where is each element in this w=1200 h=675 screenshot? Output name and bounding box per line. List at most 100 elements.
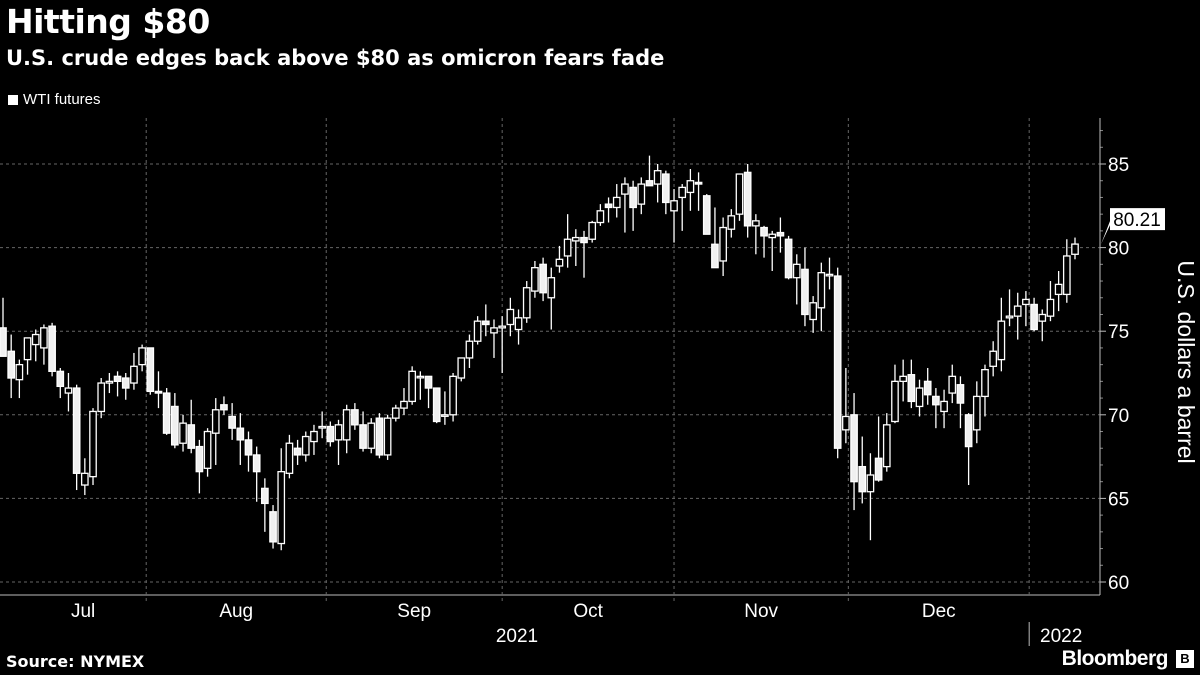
candle xyxy=(531,260,539,298)
candle-body-up xyxy=(498,325,507,329)
candle xyxy=(465,334,474,368)
candle xyxy=(121,373,130,400)
candle-body-down xyxy=(170,405,179,446)
candle-body-down xyxy=(121,377,130,389)
candle-body-down xyxy=(252,454,261,473)
candle xyxy=(621,177,629,233)
candle-body-up xyxy=(1022,298,1030,306)
candle-body-up xyxy=(670,200,678,212)
candle-body-down xyxy=(48,325,56,372)
candle xyxy=(301,431,310,462)
candle xyxy=(653,164,662,203)
candle xyxy=(170,393,179,449)
candle xyxy=(711,207,719,269)
y-tick-label: 80 xyxy=(1108,239,1129,260)
last-value-label: 80.21 xyxy=(1113,210,1161,231)
candle-body-up xyxy=(105,380,114,384)
candle-body-up xyxy=(522,287,531,319)
candle xyxy=(940,389,948,429)
candle-body-up xyxy=(612,196,621,209)
candle xyxy=(1062,239,1071,303)
candle-body-down xyxy=(702,195,711,235)
candle xyxy=(179,414,187,452)
source-note: Source: NYMEX xyxy=(6,652,145,671)
legend-swatch xyxy=(8,94,18,105)
candle xyxy=(727,209,736,238)
y-tick-label: 65 xyxy=(1108,489,1129,510)
candle-body-up xyxy=(15,363,24,381)
candle-body-down xyxy=(72,387,81,474)
candle xyxy=(899,359,908,402)
candle xyxy=(522,281,531,323)
candle xyxy=(604,197,613,223)
candle xyxy=(138,344,146,372)
candle xyxy=(719,217,727,277)
candle xyxy=(792,254,801,305)
candle xyxy=(1005,289,1014,327)
candle xyxy=(948,364,957,404)
candle xyxy=(858,436,867,504)
candle-body-up xyxy=(817,272,826,309)
candle-body-up xyxy=(948,375,957,394)
candle xyxy=(408,366,417,405)
candle-body-up xyxy=(1005,315,1014,319)
candle-body-up xyxy=(40,327,48,349)
candle-body-down xyxy=(261,487,269,505)
candle xyxy=(678,184,687,231)
candle xyxy=(514,309,523,345)
candle-body-up xyxy=(285,442,294,474)
candle-body-down xyxy=(187,424,196,449)
candle-body-up xyxy=(318,425,326,429)
candle-body-up xyxy=(842,415,850,431)
candle-body-up xyxy=(342,409,351,441)
candle xyxy=(809,296,817,333)
candle xyxy=(375,413,384,459)
candle-body-up xyxy=(441,414,449,417)
candle xyxy=(825,257,834,290)
candle xyxy=(220,396,228,415)
candle-body-up xyxy=(981,369,989,398)
candle xyxy=(1054,271,1063,312)
candle xyxy=(285,434,294,479)
candle xyxy=(7,334,16,399)
candle-body-up xyxy=(972,395,981,431)
candle xyxy=(351,403,359,430)
y-tick-label: 70 xyxy=(1108,406,1129,427)
candle xyxy=(596,204,605,226)
candle-body-down xyxy=(195,445,204,473)
candle xyxy=(293,439,302,465)
candle-body-up xyxy=(752,220,760,227)
candle xyxy=(842,367,850,444)
year-label: 2021 xyxy=(496,626,538,647)
legend: WTI futures xyxy=(8,91,101,108)
candle-body-down xyxy=(776,231,785,237)
candle xyxy=(997,297,1006,372)
candle-body-up xyxy=(310,430,318,443)
candle xyxy=(457,357,466,382)
candle xyxy=(670,189,678,243)
candle xyxy=(367,418,376,454)
candle xyxy=(801,247,809,327)
candle-body-up xyxy=(449,375,457,416)
candle xyxy=(1013,292,1022,340)
candle-body-up xyxy=(1062,255,1071,296)
candle-body-up xyxy=(719,226,727,262)
candle xyxy=(555,245,564,273)
candle-body-up xyxy=(490,327,498,334)
candle xyxy=(866,453,875,541)
candle-body-down xyxy=(964,414,973,448)
candle xyxy=(768,230,777,272)
candle-body-up xyxy=(1071,243,1079,255)
candle-body-up xyxy=(1046,298,1055,317)
candle-body-down xyxy=(661,173,670,204)
x-tick-label: Oct xyxy=(573,601,603,622)
candle-body-up xyxy=(89,410,97,478)
candle-body-down xyxy=(850,414,858,483)
candle xyxy=(498,316,507,373)
candle-body-up xyxy=(514,317,523,331)
candle xyxy=(473,316,482,345)
candle xyxy=(964,413,973,486)
candle xyxy=(506,297,515,337)
candle xyxy=(154,371,163,409)
